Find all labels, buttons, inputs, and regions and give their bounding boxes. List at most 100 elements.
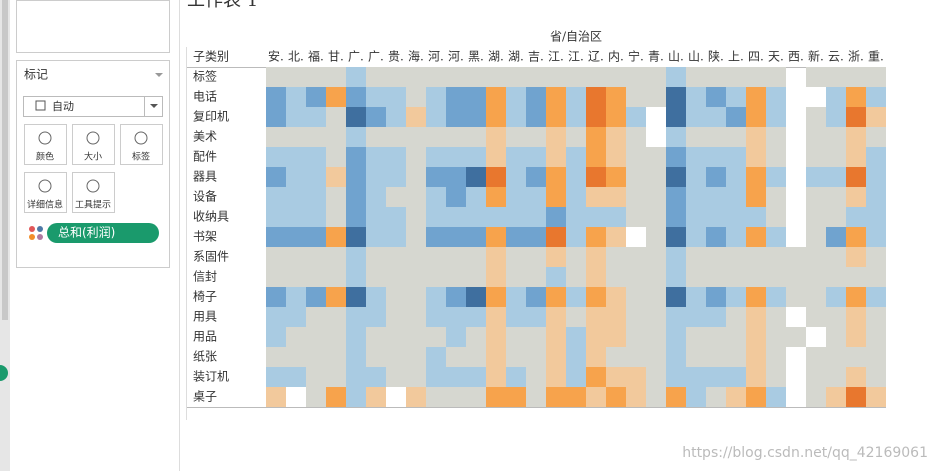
cell <box>666 267 686 287</box>
cell <box>406 367 426 387</box>
cell <box>486 267 506 287</box>
cell <box>846 187 866 207</box>
x-tick-label: 河. <box>428 50 444 64</box>
x-tick-label: 北. <box>288 50 304 64</box>
cell <box>386 147 406 167</box>
cell <box>526 187 546 207</box>
cell <box>346 167 366 187</box>
cell <box>486 127 506 147</box>
cell <box>306 67 326 87</box>
mark-button[interactable] <box>120 124 163 165</box>
cell <box>766 287 786 307</box>
cell <box>766 107 786 127</box>
scroll-thumb[interactable] <box>2 0 8 320</box>
cell <box>866 367 886 387</box>
cell <box>546 227 566 247</box>
cell <box>366 87 386 107</box>
x-tick-label: 广. <box>368 50 384 64</box>
cell <box>526 167 546 187</box>
cell <box>286 147 306 167</box>
mark-type-select[interactable] <box>23 96 163 117</box>
cell <box>406 187 426 207</box>
cell <box>566 87 586 107</box>
cell <box>586 127 606 147</box>
cell <box>386 127 406 147</box>
cell <box>326 147 346 167</box>
cell <box>706 227 726 247</box>
cell <box>446 127 466 147</box>
cell <box>366 147 386 167</box>
cell <box>826 267 846 287</box>
cell <box>446 387 466 407</box>
cell <box>346 127 366 147</box>
cell <box>506 187 526 207</box>
cell <box>486 227 506 247</box>
cell <box>746 167 766 187</box>
mark-button[interactable] <box>72 172 115 213</box>
mark-button[interactable] <box>24 172 67 213</box>
mark-button[interactable] <box>72 124 115 165</box>
cell <box>686 327 706 347</box>
cell <box>666 227 686 247</box>
cell <box>666 87 686 107</box>
cell <box>866 287 886 307</box>
cell <box>326 347 346 367</box>
x-tick-label: 黑. <box>468 50 484 64</box>
cell <box>746 367 766 387</box>
cell <box>326 367 346 387</box>
cell <box>646 347 666 367</box>
pill[interactable] <box>47 223 159 243</box>
cell <box>366 247 386 267</box>
cell <box>726 307 746 327</box>
cell <box>266 307 286 327</box>
cell <box>586 267 606 287</box>
x-tick-label: 安. <box>268 49 284 64</box>
cell <box>626 167 646 187</box>
button-icon <box>38 179 52 193</box>
cell <box>806 227 826 247</box>
cell <box>466 187 486 207</box>
cell <box>706 247 726 267</box>
y-tick-label: 书架 <box>193 230 217 244</box>
dropdown-icon[interactable] <box>155 73 163 77</box>
cell <box>506 327 526 347</box>
cell <box>666 347 686 367</box>
cell <box>566 327 586 347</box>
cell <box>626 147 646 167</box>
cell <box>546 367 566 387</box>
cell <box>306 227 326 247</box>
cell <box>526 327 546 347</box>
cell <box>866 327 886 347</box>
mark-button[interactable] <box>24 124 67 165</box>
cell <box>666 247 686 267</box>
cell <box>726 367 746 387</box>
cell <box>466 327 486 347</box>
cell <box>586 107 606 127</box>
cell <box>826 127 846 147</box>
cell <box>326 87 346 107</box>
cell <box>726 107 746 127</box>
cell <box>726 67 746 87</box>
indicator <box>0 365 8 381</box>
y-tick-label: 装订机 <box>193 370 229 384</box>
cell <box>846 347 866 367</box>
cell <box>866 167 886 187</box>
cell <box>766 347 786 367</box>
cell <box>686 187 706 207</box>
cell <box>306 307 326 327</box>
cell <box>406 307 426 327</box>
cell <box>706 347 726 367</box>
cell <box>806 127 826 147</box>
cell <box>586 247 606 267</box>
cell <box>726 207 746 227</box>
cell <box>546 67 566 87</box>
cell <box>626 207 646 227</box>
watermark: https://blog.csdn.net/qq_42169061 <box>682 445 928 461</box>
cell <box>366 287 386 307</box>
cell <box>366 367 386 387</box>
cell <box>666 207 686 227</box>
cell <box>506 307 526 327</box>
x-tick-label: 江. <box>548 50 564 64</box>
cell <box>546 347 566 367</box>
